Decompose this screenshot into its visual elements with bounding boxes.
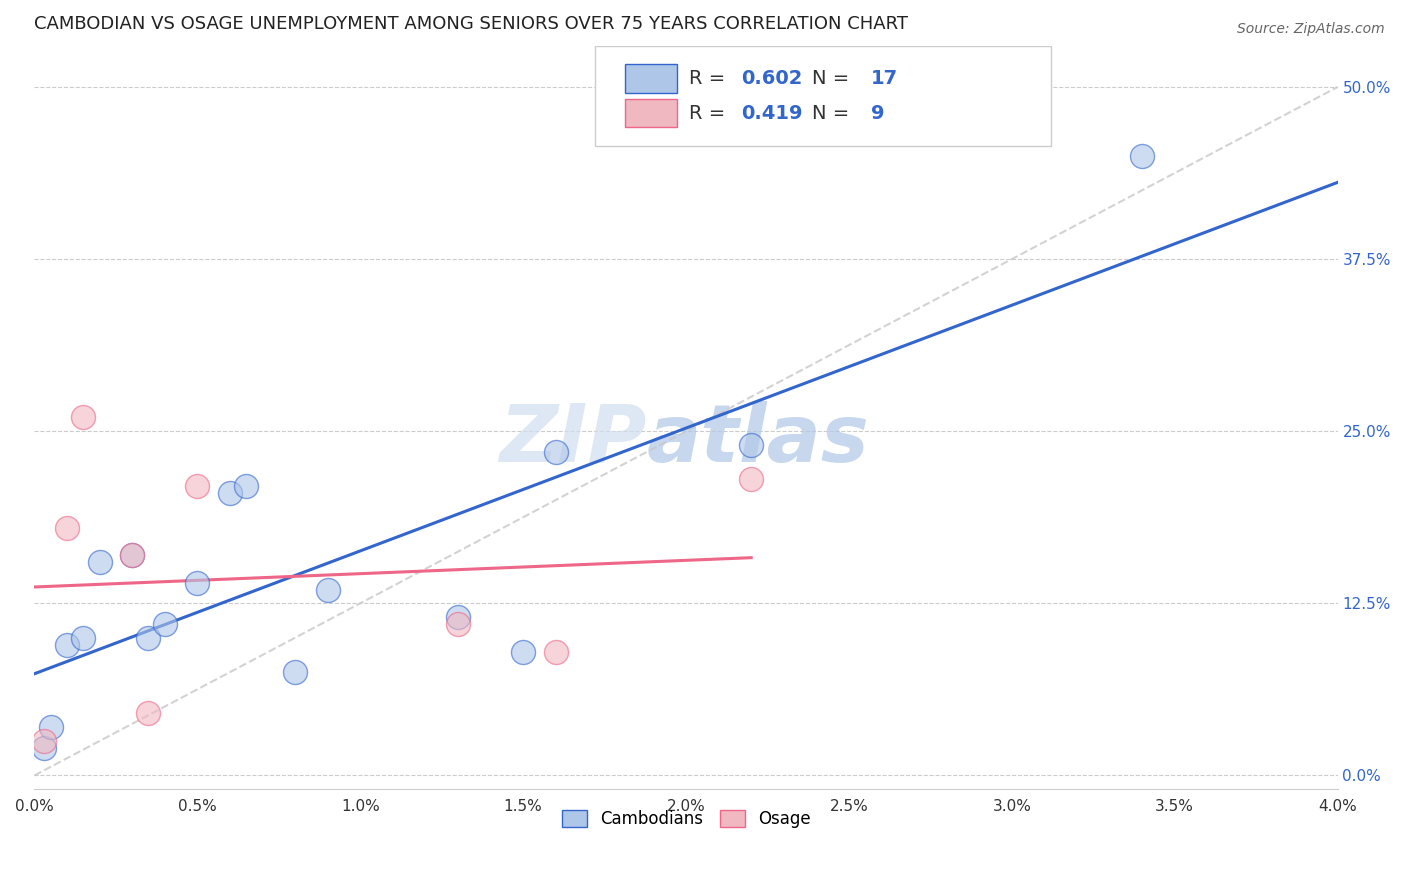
Point	[447, 610, 470, 624]
Text: CAMBODIAN VS OSAGE UNEMPLOYMENT AMONG SENIORS OVER 75 YEARS CORRELATION CHART: CAMBODIAN VS OSAGE UNEMPLOYMENT AMONG SE…	[34, 15, 908, 33]
FancyBboxPatch shape	[624, 64, 676, 93]
Point	[512, 644, 534, 658]
Point	[56, 520, 79, 534]
Text: R =: R =	[689, 103, 731, 123]
Text: ZIP: ZIP	[499, 401, 647, 479]
Point	[544, 445, 567, 459]
Point	[153, 617, 176, 632]
Text: 0.419: 0.419	[741, 103, 803, 123]
Point	[56, 638, 79, 652]
Point	[316, 582, 339, 597]
Point	[32, 740, 55, 755]
Text: atlas: atlas	[647, 401, 870, 479]
Point	[1130, 149, 1153, 163]
Point	[138, 706, 160, 721]
FancyBboxPatch shape	[624, 99, 676, 128]
Text: 0.602: 0.602	[741, 69, 801, 88]
Point	[39, 720, 62, 734]
Text: N =: N =	[813, 103, 856, 123]
Text: 9: 9	[872, 103, 884, 123]
Text: Source: ZipAtlas.com: Source: ZipAtlas.com	[1237, 22, 1385, 37]
Point	[186, 575, 208, 590]
Point	[138, 631, 160, 645]
Point	[72, 631, 94, 645]
Text: N =: N =	[813, 69, 856, 88]
Text: R =: R =	[689, 69, 731, 88]
Point	[740, 472, 762, 486]
Point	[72, 410, 94, 425]
Point	[218, 486, 240, 500]
Text: 17: 17	[872, 69, 898, 88]
Legend: Cambodians, Osage: Cambodians, Osage	[553, 802, 818, 837]
Point	[186, 479, 208, 493]
Point	[235, 479, 257, 493]
Point	[121, 548, 143, 562]
Point	[32, 734, 55, 748]
FancyBboxPatch shape	[595, 45, 1050, 146]
Point	[121, 548, 143, 562]
Point	[740, 438, 762, 452]
Point	[89, 555, 111, 569]
Point	[544, 644, 567, 658]
Point	[284, 665, 307, 680]
Point	[447, 617, 470, 632]
